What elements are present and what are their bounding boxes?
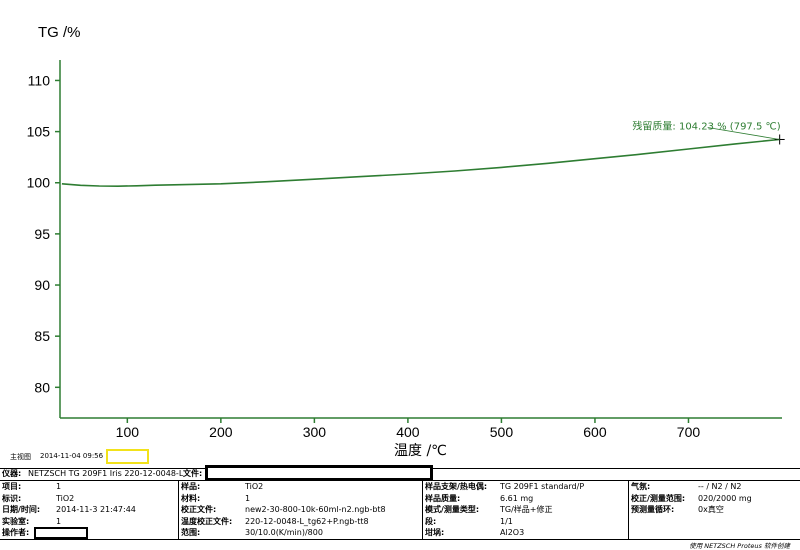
- footer-field-value: 020/2000 mg: [698, 494, 752, 504]
- timestamp: 2014-11-04 09:56: [40, 452, 103, 460]
- x-tick-label: 200: [209, 424, 233, 440]
- footer-field-label: 样品质量:: [425, 494, 460, 504]
- footer-field-value: TiO2: [245, 482, 263, 492]
- footer-field-value: TiO2: [56, 494, 74, 504]
- footer-field-label: 样品支架/热电偶:: [425, 482, 487, 492]
- x-axis-label: 温度 /℃: [394, 440, 447, 460]
- divider: [0, 480, 800, 481]
- footer-field-value: 1: [56, 482, 61, 492]
- footer-field-label: 校正/测量范围:: [631, 494, 685, 504]
- y-tick-label: 90: [34, 277, 50, 293]
- y-tick-label: 110: [28, 72, 51, 88]
- file-label: 文件:: [183, 469, 202, 479]
- footer-field-label: 实验室:: [2, 517, 29, 527]
- y-axis-label: TG /%: [38, 24, 81, 41]
- x-tick-label: 500: [490, 424, 514, 440]
- column-divider: [178, 480, 179, 540]
- column-divider: [628, 480, 629, 540]
- mainview-label: 主视图: [10, 452, 31, 462]
- y-tick-label: 80: [34, 379, 50, 395]
- footer-field-label: 样品:: [181, 482, 200, 492]
- footer-field-value: new2-30-800-10k-60ml-n2.ngb-bt8: [245, 505, 386, 515]
- x-tick-label: 100: [116, 424, 140, 440]
- x-tick-label: 300: [303, 424, 327, 440]
- footer-field-value: TG/样品+修正: [500, 505, 552, 515]
- y-tick-label: 95: [34, 226, 50, 242]
- footer-field-label: 标识:: [2, 494, 21, 504]
- highlight-box: [106, 449, 149, 464]
- x-tick-label: 400: [396, 424, 420, 440]
- footer-field-value: 2014-11-3 21:47:44: [56, 505, 136, 515]
- footer-field-label: 模式/测量类型:: [425, 505, 479, 515]
- footer-field-value: TG 209F1 standard/P: [500, 482, 584, 492]
- footer-field-label: 日期/时间:: [2, 505, 40, 515]
- tg-chart: 80 85 90 95 100 105 110 100 200 300 400 500 600 700 残留…: [0, 0, 800, 470]
- footer-field-label: 段:: [425, 517, 436, 527]
- footer-field-label: 预测量循环:: [631, 505, 674, 515]
- footer-field-label: 范围:: [181, 528, 200, 538]
- footer-field-value: 1: [245, 494, 250, 504]
- instrument-value: NETZSCH TG 209F1 Iris 220-12-0048-L: [28, 469, 183, 479]
- footer-field-value: 6.61 mg: [500, 494, 533, 504]
- footer-field-label: 材料:: [181, 494, 200, 504]
- footer-field-label: 项目:: [2, 482, 21, 492]
- footer-field-value: 30/10.0(K/min)/800: [245, 528, 323, 538]
- footer-field-label: 坩埚:: [425, 528, 444, 538]
- x-tick-label: 600: [583, 424, 607, 440]
- x-tick-label: 700: [677, 424, 701, 440]
- footer-field-value: 1/1: [500, 517, 513, 527]
- redacted-operator-box: [34, 527, 88, 539]
- software-credit: 使用 NETZSCH Proteus 软件创建: [689, 540, 790, 550]
- footer-field-label: 校正文件:: [181, 505, 216, 515]
- y-tick-label: 105: [27, 124, 51, 140]
- footer-field-value: 220-12-0048-L_tg62+P.ngb-tt8: [245, 517, 369, 527]
- info-footer: 仪器: NETZSCH TG 209F1 Iris 220-12-0048-L …: [0, 468, 800, 540]
- instrument-label: 仪器:: [2, 469, 21, 479]
- y-tick-label: 100: [27, 175, 51, 191]
- redacted-file-box: [205, 465, 433, 481]
- footer-field-value: -- / N2 / N2: [698, 482, 741, 492]
- divider: [0, 539, 800, 540]
- footer-field-label: 温度校正文件:: [181, 517, 232, 527]
- footer-field-label: 操作者:: [2, 528, 29, 538]
- residual-mass-annotation: 残留质量: 104.23 % (797.5 ℃): [632, 119, 780, 132]
- footer-field-label: 气氛:: [631, 482, 650, 492]
- footer-field-value: Al2O3: [500, 528, 524, 538]
- tg-curve: [62, 140, 779, 187]
- y-tick-label: 85: [34, 328, 50, 344]
- footer-field-value: 1: [56, 517, 61, 527]
- column-divider: [422, 480, 423, 540]
- footer-field-value: 0x真空: [698, 505, 724, 515]
